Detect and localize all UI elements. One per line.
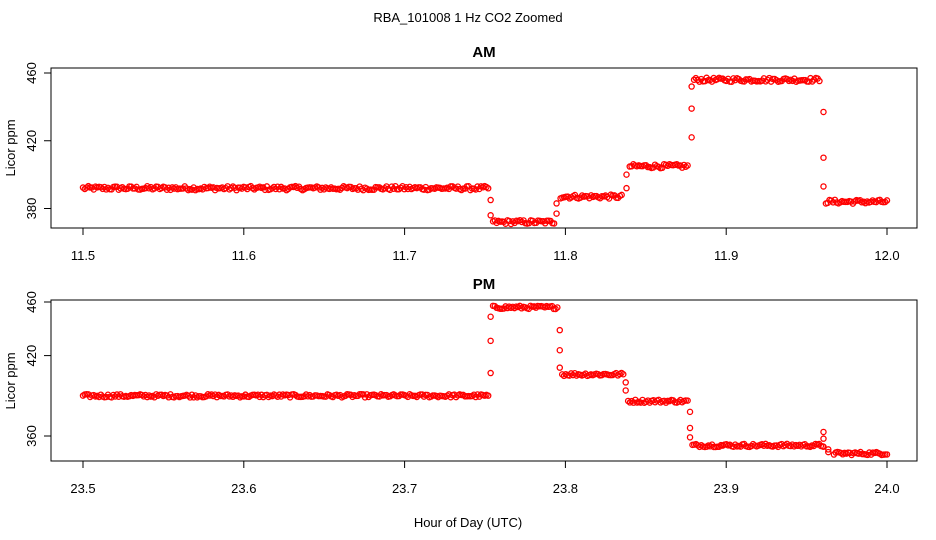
am-plot-frame [50, 67, 918, 229]
pm-data-point [686, 408, 694, 416]
pm-data-point [556, 346, 564, 354]
pm-data-point [622, 379, 629, 386]
am-data-point [487, 212, 494, 219]
am-data-point [688, 105, 695, 112]
am-panel-title: AM [472, 44, 495, 61]
am-data-point [550, 220, 558, 227]
am-data-point [623, 184, 630, 192]
pm-data-point [567, 370, 575, 377]
am-data-point [97, 183, 105, 191]
am-x-tick-label: 11.5 [71, 248, 95, 263]
x-axis-label: Hour of Day (UTC) [414, 515, 522, 530]
pm-data-point [487, 313, 494, 320]
am-data-point [386, 186, 394, 194]
pm-data-point [820, 443, 827, 450]
am-data-point [553, 200, 560, 207]
am-axis-ticks: 11.5 11.6 11.7 11.8 11.9 12.0 380 420 460 [24, 62, 900, 263]
pm-data-point [556, 364, 564, 371]
pm-data-point [686, 434, 694, 441]
pm-data-point [825, 448, 832, 456]
am-data-point [816, 77, 823, 85]
am-data-point [516, 216, 524, 224]
pm-x-tick-label: 23.7 [392, 481, 417, 496]
am-x-tick-label: 11.8 [553, 248, 577, 263]
am-x-tick-label: 12.0 [874, 248, 899, 263]
pm-panel: PM Licor ppm 23.5 23.6 23.7 23.8 23.9 24.0 360… [3, 276, 918, 496]
am-data-point [805, 78, 812, 85]
am-data-point [484, 185, 492, 192]
pm-x-tick-label: 24.0 [874, 481, 899, 496]
am-data-point [690, 76, 698, 84]
am-x-tick-label: 11.9 [714, 248, 738, 263]
am-panel: AM Licor ppm 11.5 11.6 11.7 11.8 11.9 12.0 380… [3, 44, 918, 263]
pm-y-tick-label: 460 [24, 291, 39, 313]
pm-y-tick-label: 420 [24, 345, 39, 367]
pm-plot-frame [50, 299, 918, 462]
am-y-tick-label: 380 [24, 198, 39, 220]
pm-data-point [487, 337, 494, 345]
pm-data-point [762, 440, 769, 448]
pm-data-point [622, 387, 629, 394]
am-data-point [820, 154, 827, 161]
figure-title: RBA_101008 1 Hz CO2 Zoomed [373, 10, 562, 25]
am-y-axis-label: Licor ppm [3, 119, 18, 176]
am-data-point [623, 171, 630, 178]
am-data-point [708, 78, 716, 85]
am-data-point [618, 191, 625, 199]
pm-data-point [825, 446, 832, 453]
am-data-point [809, 78, 816, 85]
am-y-tick-label: 420 [24, 130, 39, 152]
pm-data-point [662, 399, 670, 406]
pm-data-point [484, 392, 492, 399]
pm-data-point [883, 451, 891, 458]
am-data-point [820, 183, 827, 190]
pm-x-tick-label: 23.5 [70, 481, 95, 496]
am-data-point [688, 83, 695, 90]
am-data-point [688, 134, 695, 141]
pm-data-point [820, 428, 827, 436]
pm-data-point [686, 424, 694, 432]
am-x-tick-label: 11.7 [392, 248, 416, 263]
am-data-point [553, 210, 560, 217]
pm-data-point [302, 391, 310, 398]
am-data-point [883, 197, 891, 204]
pm-data-point [684, 397, 691, 404]
am-x-tick-label: 11.6 [232, 248, 256, 263]
am-data-point [402, 183, 410, 191]
am-data-point [684, 162, 691, 169]
pm-panel-title: PM [473, 276, 496, 293]
pm-data-point [556, 326, 564, 334]
pm-data-point [554, 304, 561, 311]
pm-data-point [620, 370, 627, 378]
am-y-tick-label: 460 [24, 62, 39, 84]
am-data-point [728, 78, 735, 85]
am-data-point [783, 75, 791, 83]
am-data-point [317, 186, 324, 193]
pm-data-point [732, 441, 739, 448]
pm-data-points [79, 302, 891, 459]
am-data-point [828, 197, 835, 204]
pm-data-point [487, 369, 494, 377]
am-data-point [292, 182, 299, 190]
am-data-point [487, 196, 494, 204]
pm-x-tick-label: 23.6 [231, 481, 256, 496]
am-data-point [820, 108, 827, 116]
am-data-point [336, 186, 344, 193]
am-data-point [680, 161, 688, 169]
pm-y-axis-label: Licor ppm [3, 352, 18, 409]
pm-x-tick-label: 23.9 [714, 481, 739, 496]
pm-axis-ticks: 23.5 23.6 23.7 23.8 23.9 24.0 360 420 460 [24, 291, 900, 496]
am-data-points [79, 74, 891, 228]
pm-x-tick-label: 23.8 [553, 481, 578, 496]
pm-y-tick-label: 360 [24, 425, 39, 447]
pm-data-point [820, 435, 827, 442]
